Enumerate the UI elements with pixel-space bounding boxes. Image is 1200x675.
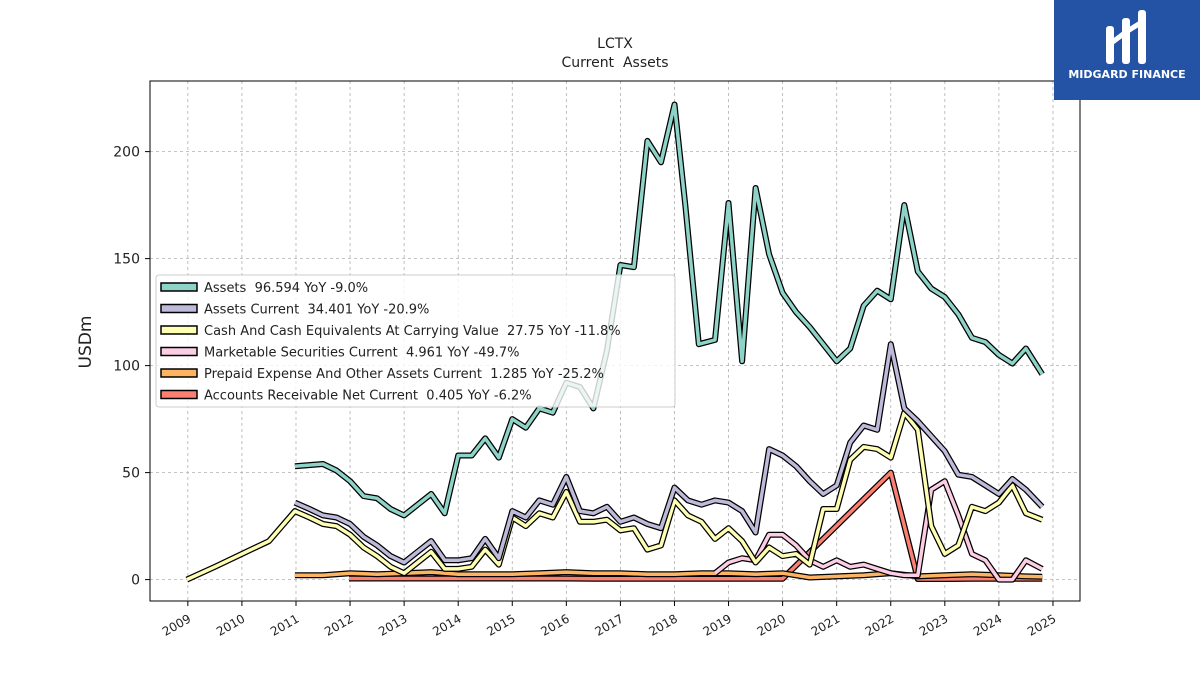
y-tick-label: 100 — [113, 359, 140, 375]
plot-frame — [149, 80, 1081, 602]
legend-swatch-prepaid-expense-and-other-assets-current — [160, 368, 198, 378]
x-tick-label: 2025 — [1025, 611, 1058, 638]
x-tick-label: 2013 — [376, 611, 409, 638]
x-tick-label: 2014 — [430, 611, 463, 638]
x-tick-label: 2018 — [647, 611, 680, 638]
x-tick-label: 2012 — [322, 611, 355, 638]
legend-swatch-marketable-securities-current — [160, 346, 198, 357]
x-tick-label: 2016 — [538, 611, 571, 638]
legend-swatch-accounts-receivable-net-current — [160, 389, 198, 400]
series-line — [713, 479, 1044, 582]
series-assets-current — [293, 341, 1045, 566]
x-tick-label: 2009 — [160, 611, 193, 638]
series-assets — [294, 101, 1045, 519]
x-tick-label: 2015 — [484, 611, 517, 638]
y-tick-label: 200 — [113, 145, 140, 161]
legend-swatch-cash-and-cash-equivalents-at-carrying-value — [160, 325, 198, 335]
x-tick-label: 2023 — [917, 611, 950, 638]
legend: Assets 96.594 YoY -9.0% Assets Current 34… — [155, 274, 676, 408]
series-line — [349, 470, 1043, 581]
series-accounts-receivable-net-current — [349, 469, 1043, 582]
chart-title: LCTX — [597, 36, 633, 52]
x-tick-label: 2021 — [809, 611, 842, 638]
y-tick-label: 150 — [113, 252, 140, 268]
legend-label-assets: Assets 96.594 YoY -9.0% — [204, 281, 368, 296]
x-tick-label: 2020 — [755, 611, 788, 638]
series-cash-and-cash-equivalents-at-carrying-value — [185, 409, 1044, 583]
legend-label-cash-and-cash-equivalents-at-carrying-value: Cash And Cash Equivalents At Carrying Va… — [204, 324, 621, 339]
legend-swatch-assets-current — [160, 303, 198, 314]
series-line — [294, 102, 1044, 518]
series-line — [294, 342, 1044, 565]
x-tick-label: 2017 — [592, 611, 625, 638]
x-tick-label: 2024 — [971, 611, 1004, 638]
series-marketable-securities-current — [713, 478, 1044, 583]
legend-box — [155, 274, 676, 408]
legend-label-assets-current: Assets Current 34.401 YoY -20.9% — [204, 303, 429, 318]
series-prepaid-expense-and-other-assets-current — [294, 569, 1043, 581]
legend-swatch-assets — [160, 282, 198, 292]
x-tick-label: 2022 — [863, 611, 896, 638]
x-tick-label: 2010 — [214, 611, 247, 638]
series-line — [294, 570, 1043, 580]
brand-logo: MIDGARD FINANCE — [1054, 0, 1200, 100]
legend-label-prepaid-expense-and-other-assets-current: Prepaid Expense And Other Assets Current… — [204, 367, 604, 382]
brand-name: MIDGARD FINANCE — [1068, 68, 1186, 81]
y-axis-label: USDm — [76, 316, 96, 369]
series-line — [186, 410, 1043, 582]
legend-label-accounts-receivable-net-current: Accounts Receivable Net Current 0.405 Yo… — [204, 389, 532, 404]
chart-subtitle: Current Assets — [561, 55, 668, 71]
y-tick-label: 50 — [122, 466, 140, 482]
midgard-logo-icon — [1106, 10, 1146, 64]
legend-label-marketable-securities-current: Marketable Securities Current 4.961 YoY … — [204, 346, 520, 361]
x-tick-label: 2011 — [268, 611, 301, 638]
y-tick-label: 0 — [131, 573, 140, 589]
series-layer — [185, 101, 1045, 583]
x-tick-label: 2019 — [701, 611, 734, 638]
